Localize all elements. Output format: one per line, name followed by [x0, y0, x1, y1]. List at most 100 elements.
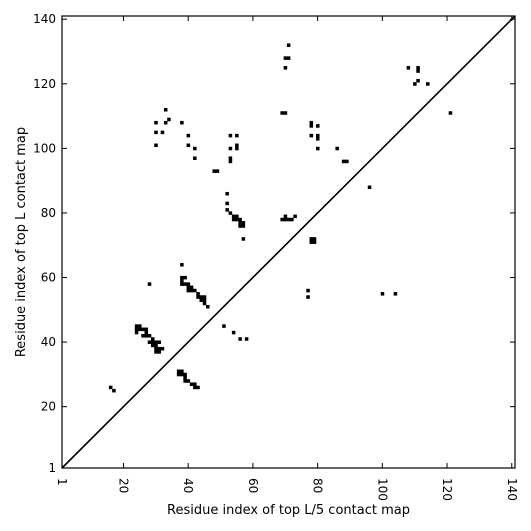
- contact-point: [183, 275, 187, 280]
- contact-point: [228, 159, 233, 164]
- contact-point: [189, 285, 194, 290]
- contact-point: [134, 327, 139, 332]
- x-tick-label: 120: [440, 478, 454, 501]
- x-tick-label: 140: [505, 478, 519, 501]
- contact-point: [180, 275, 184, 280]
- contact-point: [157, 346, 161, 351]
- contact-point: [180, 262, 184, 267]
- contact-point: [241, 237, 246, 241]
- contact-point: [189, 288, 194, 293]
- contact-point: [112, 388, 116, 393]
- contact-point: [280, 111, 284, 115]
- contact-point: [235, 143, 239, 148]
- contact-point: [228, 133, 233, 138]
- contact-point: [235, 146, 239, 151]
- contact-point: [141, 327, 145, 332]
- contact-point: [150, 340, 155, 344]
- contact-point: [193, 146, 197, 151]
- contact-point: [180, 279, 184, 283]
- contact-point: [144, 334, 149, 338]
- contact-point: [186, 288, 191, 293]
- contact-point: [244, 337, 249, 341]
- contact-point: [286, 56, 291, 60]
- x-tick-label: 60: [246, 478, 260, 493]
- contact-point: [228, 146, 233, 151]
- contact-point: [286, 43, 291, 47]
- contact-point: [186, 133, 191, 138]
- contact-point: [215, 169, 220, 173]
- contact-point: [154, 130, 158, 135]
- contact-point: [413, 82, 417, 86]
- contact-point: [141, 334, 145, 338]
- contact-point: [154, 120, 158, 125]
- contact-point: [160, 130, 165, 135]
- contact-point: [202, 295, 207, 299]
- contact-point: [316, 146, 320, 151]
- contact-point: [154, 143, 158, 148]
- contact-point: [393, 292, 398, 296]
- contact-point: [108, 385, 113, 390]
- contact-point: [238, 224, 242, 228]
- contact-point: [309, 133, 314, 138]
- contact-point: [238, 217, 242, 222]
- contact-point: [316, 124, 320, 128]
- contact-point: [345, 159, 349, 164]
- y-tick-label: 80: [41, 206, 56, 220]
- contact-point: [154, 346, 158, 351]
- x-tick-label: 80: [311, 478, 325, 493]
- contact-point: [426, 82, 430, 86]
- contact-point: [196, 295, 200, 299]
- contact-point: [154, 340, 158, 344]
- contact-point: [283, 214, 288, 219]
- contact-point: [416, 69, 420, 73]
- contact-point: [202, 301, 207, 306]
- contact-point: [225, 208, 229, 212]
- contact-point: [180, 369, 184, 374]
- contact-point: [202, 298, 207, 303]
- contact-point: [309, 124, 314, 128]
- contact-point: [183, 379, 187, 383]
- contact-point: [138, 327, 142, 332]
- contact-point: [235, 214, 239, 219]
- contact-point: [189, 382, 194, 386]
- contact-point: [183, 375, 187, 380]
- contact-point: [163, 108, 168, 112]
- contact-point: [196, 292, 200, 296]
- contact-point: [286, 217, 291, 222]
- contact-point: [186, 379, 191, 383]
- contact-point: [316, 133, 320, 138]
- contact-point: [309, 237, 314, 241]
- contact-point: [144, 330, 149, 335]
- contact-point: [176, 372, 181, 377]
- contact-point: [212, 169, 216, 173]
- contact-point: [309, 120, 314, 125]
- contact-point: [196, 385, 200, 390]
- contact-point: [228, 211, 233, 215]
- contact-point: [228, 156, 233, 160]
- contact-point: [238, 221, 242, 225]
- contact-point: [293, 214, 297, 219]
- contact-point: [193, 156, 197, 160]
- contact-point: [222, 324, 226, 328]
- contact-point: [167, 117, 171, 122]
- contact-point: [150, 337, 155, 341]
- contact-point: [235, 133, 239, 138]
- plot-area: [61, 15, 516, 469]
- x-tick-label: 40: [181, 478, 195, 493]
- contact-point: [309, 240, 314, 244]
- contact-point: [154, 350, 158, 354]
- contact-point: [380, 292, 385, 296]
- contact-point: [193, 382, 197, 386]
- y-tick-label: 20: [41, 400, 56, 414]
- y-tick-label: 100: [33, 141, 56, 155]
- contact-point: [283, 66, 288, 70]
- contact-point: [147, 282, 152, 286]
- contact-point: [283, 217, 288, 222]
- contact-point: [448, 111, 453, 115]
- contact-point: [225, 191, 229, 196]
- contact-point: [235, 217, 239, 222]
- x-tick-label: 100: [375, 478, 389, 501]
- x-tick-label: 1: [55, 478, 69, 486]
- contact-point: [147, 340, 152, 344]
